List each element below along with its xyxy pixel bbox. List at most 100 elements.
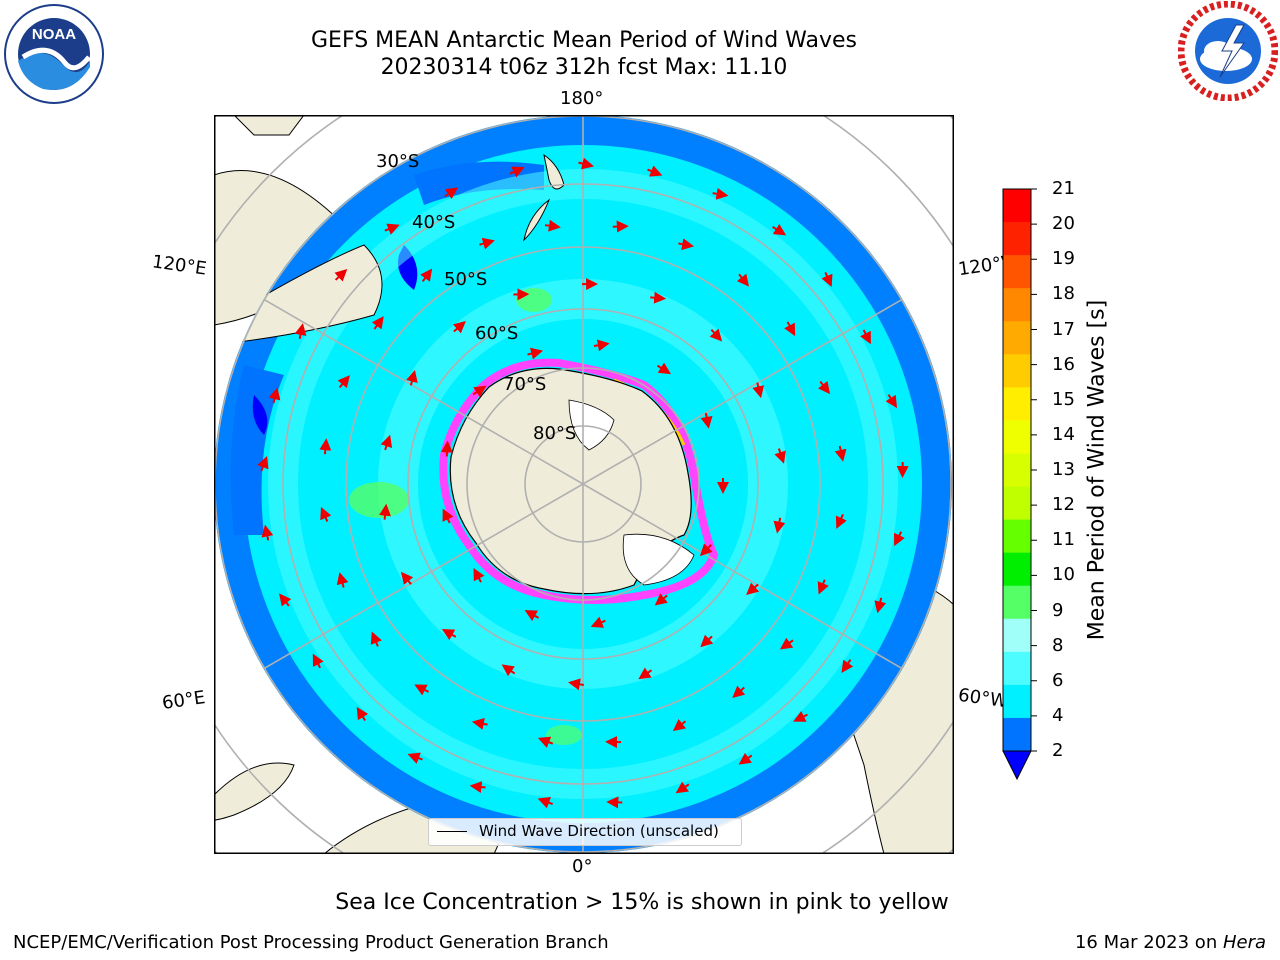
wind-wave-arrow (578, 157, 595, 170)
wind-wave-arrow (379, 503, 391, 520)
wind-wave-arrow (752, 382, 765, 399)
wind-wave-arrow (817, 579, 829, 595)
wind-wave-arrow (279, 593, 292, 607)
colorbar-tick-label: 15 (1052, 388, 1075, 410)
wind-wave-arrow (590, 616, 606, 628)
colorbar-tick-label: 12 (1052, 494, 1075, 516)
lon-label-60e: 60°E (160, 687, 207, 714)
wind-wave-arrow (712, 187, 729, 200)
colorbar-band (1003, 321, 1031, 355)
colorbar-tick-label: 13 (1052, 459, 1075, 480)
wind-wave-arrow (568, 678, 584, 691)
wind-wave-arrow (784, 321, 796, 337)
madagascar-land (214, 762, 295, 821)
wind-wave-arrow (544, 219, 561, 232)
lat-label-40s: 40°S (412, 212, 456, 233)
colorbar-tick-label: 18 (1052, 283, 1075, 305)
wind-wave-arrow (885, 394, 898, 409)
colorbar-tick-label: 6 (1052, 669, 1064, 691)
lon-label-180: 180° (560, 88, 604, 109)
wind-wave-arrow (672, 718, 687, 732)
colorbar-band (1003, 618, 1031, 653)
wind-wave-arrow (370, 631, 382, 647)
colorbar-tick-label: 20 (1052, 213, 1075, 235)
map-legend: Wind Wave Direction (unscaled) (428, 818, 742, 846)
wind-wave-arrow (606, 796, 623, 809)
wind-wave-arrow (821, 271, 833, 288)
wind-wave-arrow (746, 582, 760, 596)
wind-wave-arrow (841, 659, 854, 673)
wind-wave-arrow (860, 329, 871, 345)
lat-label-70s: 70°S (503, 374, 547, 395)
wind-wave-arrow (441, 628, 457, 641)
wind-wave-arrow (894, 531, 905, 547)
lat-label-50s: 50°S (444, 269, 488, 290)
colorbar-band (1003, 387, 1031, 421)
wind-wave-arrow (650, 291, 667, 304)
wind-wave-arrow (261, 524, 274, 541)
wind-wave-arrow (509, 166, 525, 178)
lat-label-80s: 80°S (533, 423, 577, 444)
wind-wave-arrow (647, 165, 663, 177)
wind-wave-arrow (406, 369, 418, 386)
weddell-ice (622, 533, 695, 586)
colorbar-tick-label: 11 (1052, 529, 1075, 551)
wind-wave-arrow (779, 637, 794, 650)
wind-wave-arrow (834, 445, 847, 462)
wind-wave-arrow (774, 448, 786, 464)
chart-title: GEFS MEAN Antarctic Mean Period of Wind … (311, 28, 857, 53)
colorbar-band (1003, 255, 1031, 289)
wind-wave-arrow (356, 706, 369, 722)
sea-ice-note: Sea Ice Concentration > 15% is shown in … (335, 890, 949, 915)
polar-map (214, 115, 954, 854)
ross-ice-shelf (568, 399, 615, 451)
wind-wave-arrow (473, 567, 485, 583)
wind-wave-arrow (874, 597, 887, 614)
colorbar-tick-label: 19 (1052, 248, 1075, 270)
colorbar-tick-label: 17 (1052, 318, 1075, 340)
colorbar-title: Mean Period of Wind Waves [s] (1084, 299, 1110, 641)
nws-logo (1178, 1, 1278, 101)
colorbar-tick-label: 2 (1052, 740, 1064, 761)
colorbar-tick-label: 14 (1052, 423, 1075, 445)
wind-wave-arrow (414, 684, 430, 696)
wind-wave-arrow (320, 506, 332, 522)
wind-wave-arrow (334, 268, 348, 282)
colorbar-band (1003, 651, 1031, 686)
wind-wave-arrow (268, 387, 281, 404)
legend-line-icon (437, 831, 467, 832)
wind-wave-arrow (444, 187, 459, 200)
colorbar-tick-label: 9 (1052, 599, 1064, 621)
wind-wave-arrow (638, 667, 653, 680)
colorbar-tick-label: 16 (1052, 353, 1075, 375)
colorbar (1002, 188, 1037, 781)
colorbar-band (1003, 189, 1031, 223)
colorbar-band (1003, 717, 1031, 752)
colorbar-band (1003, 519, 1031, 554)
wind-wave-arrows (257, 157, 909, 809)
noaa-logo: NOAA (4, 4, 104, 104)
colorbar-band (1003, 552, 1031, 587)
footer-date: 16 Mar 2023 on (1074, 932, 1223, 953)
wind-wave-arrow (472, 385, 487, 398)
colorbar-band (1003, 354, 1031, 388)
lon-label-0: 0° (572, 856, 593, 877)
lat-label-60s: 60°S (475, 323, 519, 344)
noaa-logo-text: NOAA (32, 26, 76, 43)
wind-wave-arrow (312, 653, 324, 669)
footer-host: Hera (1222, 932, 1266, 953)
wind-wave-arrow (678, 238, 695, 251)
wind-wave-arrow (319, 438, 332, 455)
lon-label-120e: 120°E (150, 251, 208, 280)
wind-wave-arrow (699, 543, 713, 557)
footer-timestamp: 16 Mar 2023 on Hera (1075, 932, 1266, 953)
wind-wave-arrow (442, 508, 454, 524)
sea-ice-rim (439, 358, 719, 604)
lat-label-30s: 30°S (376, 151, 420, 172)
wind-wave-arrow (817, 380, 831, 395)
colorbar-extend-triangle (1002, 750, 1032, 781)
wind-wave-arrow (420, 268, 433, 283)
wind-wave-arrow (700, 412, 713, 429)
wind-wave-arrow (294, 323, 307, 340)
wind-wave-arrow (527, 347, 544, 360)
